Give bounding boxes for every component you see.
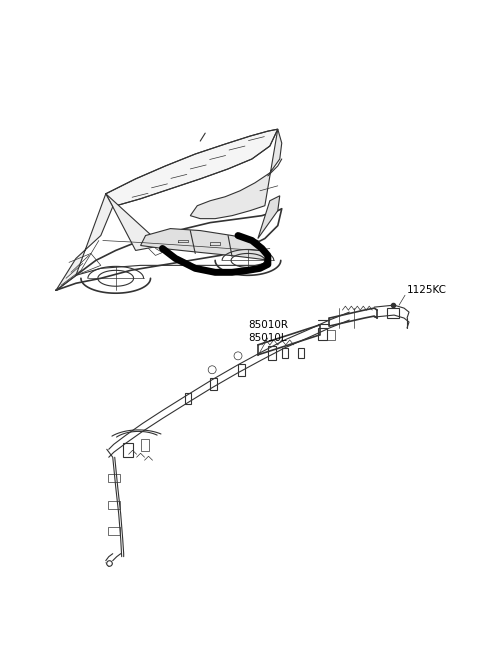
Polygon shape — [258, 195, 280, 239]
Polygon shape — [141, 228, 270, 260]
Text: 1125KC: 1125KC — [407, 285, 447, 295]
Text: 85010L: 85010L — [248, 333, 287, 343]
Polygon shape — [106, 194, 162, 251]
Text: 85010R: 85010R — [248, 320, 288, 330]
Polygon shape — [190, 129, 282, 218]
Polygon shape — [56, 194, 113, 290]
Polygon shape — [106, 129, 278, 207]
